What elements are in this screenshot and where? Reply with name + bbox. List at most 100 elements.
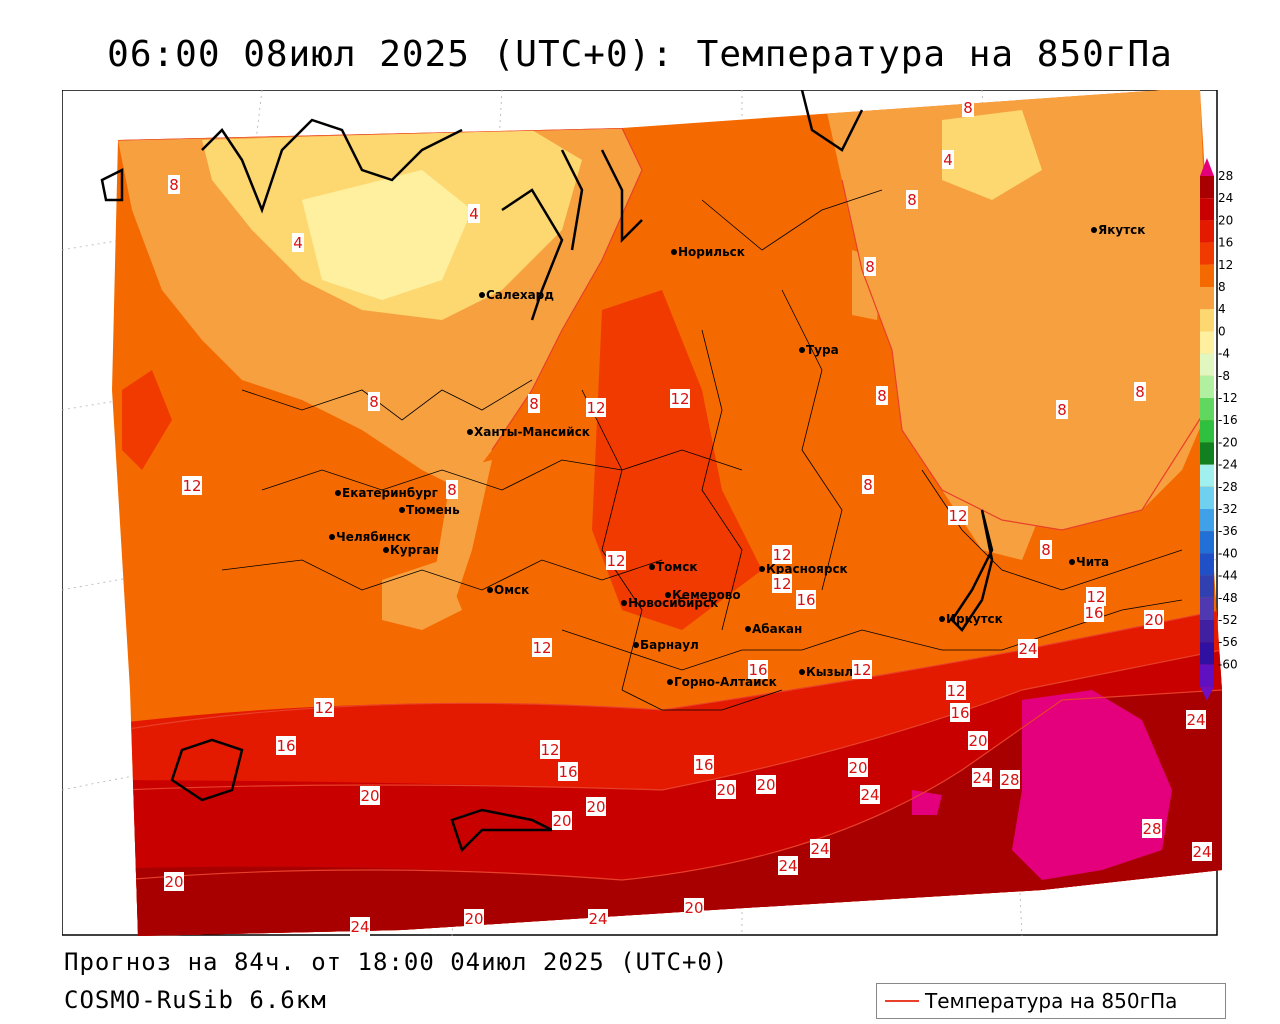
city-dot [633,642,639,648]
isotherm-label: 20 [464,909,484,928]
city-label: Иркутск [946,612,1003,626]
isotherm-label-bg [906,190,918,209]
isotherm-label-bg [670,389,690,408]
isotherm-label-text: 12 [772,546,791,564]
isotherm-label-bg [852,660,872,679]
isotherm-label-text: 24 [588,910,607,928]
isotherm-label: 8 [446,480,458,499]
isotherm-label-text: 8 [907,191,917,209]
isotherm-label-bg [946,681,966,700]
isotherm-label-text: 12 [532,639,551,657]
isotherm-label: 24 [810,839,830,858]
isotherm-label-bg [748,660,768,679]
isotherm-label-text: 28 [1000,771,1019,789]
isotherm-label: 12 [182,476,202,495]
isotherm-label-text: 24 [972,769,991,787]
isotherm-label-text: 12 [586,399,605,417]
colorbar-segment [1200,309,1214,332]
city-label: Курган [390,543,439,557]
city-marker: Барнаул [633,638,699,652]
isotherm-label: 24 [588,909,608,928]
isotherm-label-bg [558,762,578,781]
isotherm-label-text: 16 [558,763,577,781]
city-dot [399,507,405,513]
colorbar-tick-label: -24 [1218,458,1238,472]
isotherm-label-text: 20 [586,798,605,816]
isotherm-label-text: 8 [369,393,379,411]
isotherm-label-bg [446,480,458,499]
isotherm-label-text: 12 [852,661,871,679]
colorbar-tick-label: -44 [1218,569,1238,583]
isotherm-label-bg [950,703,970,722]
isotherm-label-bg [1018,639,1038,658]
isotherm-label-bg [464,909,484,928]
isotherm-label: 12 [606,551,626,570]
isotherm-label: 8 [1056,400,1068,419]
city-marker: Кемерово [665,588,741,602]
colorbar-segment [1200,176,1214,199]
isotherm-label-bg [694,755,714,774]
colorbar-tick-label: 12 [1218,258,1233,272]
isotherm-label: 24 [350,917,370,936]
colorbar-tick-label: -40 [1218,546,1238,560]
isotherm-label: 4 [292,233,304,252]
forecast-info: Прогноз на 84ч. от 18:00 04июл 2025 (UTC… [64,948,729,976]
isotherm-label-text: 12 [540,741,559,759]
isotherm-label-bg [276,736,296,755]
colorbar-segment [1200,264,1214,287]
city-dot [799,669,805,675]
isotherm-label: 4 [942,150,954,169]
isotherm-label: 12 [852,660,872,679]
city-marker: Томск [649,560,698,574]
colorbar-segment [1200,664,1214,687]
isotherm-label-bg [468,204,480,223]
legend-label: Температура на 850гПа [925,989,1178,1013]
city-marker: Абакан [745,622,802,636]
isotherm-label: 12 [1086,587,1106,606]
isotherm-label-bg [1040,540,1052,559]
isotherm-label: 24 [860,785,880,804]
region-borders [221,189,1183,711]
isotherm-label-text: 16 [694,756,713,774]
isotherm-label-bg [848,758,868,777]
isotherm-label: 20 [1144,610,1164,629]
isotherm-label-text: 16 [1084,604,1103,622]
colorbar-tick-label: -8 [1218,369,1230,383]
city-label: Чита [1076,555,1109,569]
city-markers: Норильск Якутск Салехард Тура Ханты-Мансийск… [329,223,1145,689]
colorbar-segment [1200,420,1214,443]
isotherm-label-text: 12 [314,699,333,717]
isotherm-label-text: 8 [877,387,887,405]
city-dot [487,587,493,593]
isotherm-label: 8 [1040,540,1052,559]
colorbar-segment [1200,398,1214,421]
city-label: Тюмень [406,503,460,517]
isotherm-label-text: 8 [169,176,179,194]
isotherm-label-text: 16 [950,704,969,722]
isotherm-label: 24 [1186,710,1206,729]
isotherm-label-bg [292,233,304,252]
isotherm-label-text: 8 [447,481,457,499]
city-label: Салехард [486,288,554,302]
isotherm-label-bg [586,797,606,816]
colorbar-tick-label: 4 [1218,302,1226,316]
isotherm-label: 8 [168,175,180,194]
city-label: Челябинск [336,530,411,544]
isotherm-label-text: 12 [670,390,689,408]
isotherm-label-text: 24 [1186,711,1205,729]
colorbar-tick-label: -12 [1218,391,1238,405]
isotherm-label-text: 28 [1142,820,1161,838]
city-marker: Якутск [1091,223,1145,237]
isotherm-label-text: 20 [684,899,703,917]
isotherm-label: 20 [552,811,572,830]
isotherm-lines [117,127,1222,881]
isotherm-label-bg [796,590,816,609]
city-dot [383,547,389,553]
isotherm-label-text: 24 [1192,843,1211,861]
isotherm-label: 12 [532,638,552,657]
city-dot [1091,227,1097,233]
isotherm-label-bg [168,175,180,194]
isotherm-label: 8 [906,190,918,209]
isotherm-label: 28 [1000,770,1020,789]
